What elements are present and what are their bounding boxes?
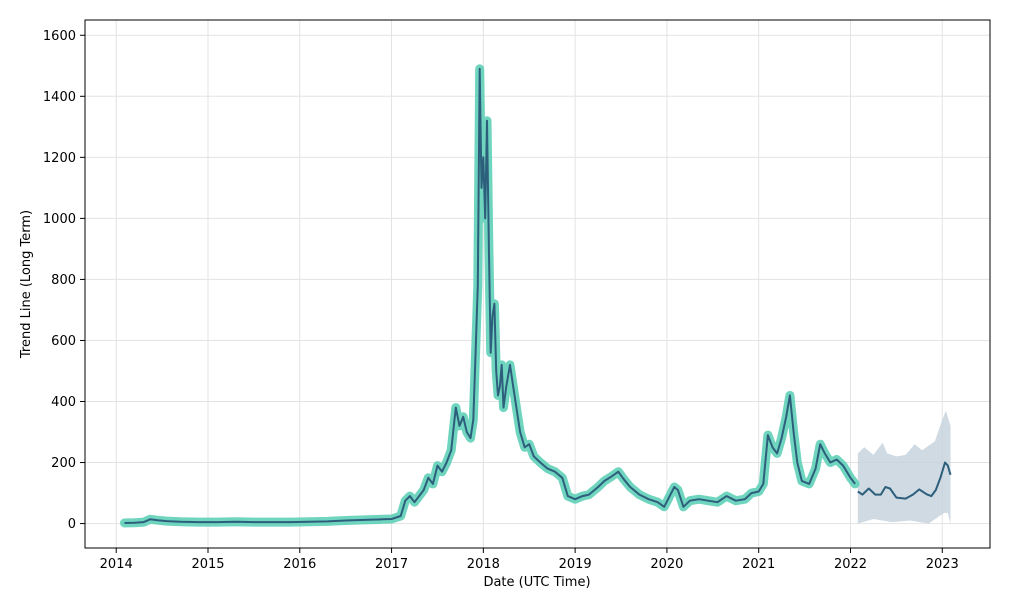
y-tick-label-1600: 1600 <box>43 29 76 44</box>
grid-lines <box>85 20 990 548</box>
x-axis-ticks: 2014 2015 2016 2017 2018 2019 2020 2021 2022 2023 <box>100 548 959 572</box>
y-axis-ticks: 0 200 400 600 800 1000 1200 1400 1600 <box>43 29 85 532</box>
y-tick-label-1200: 1200 <box>43 151 76 166</box>
x-tick-label-2021: 2021 <box>742 557 775 572</box>
y-tick-label-0: 0 <box>68 517 76 532</box>
x-tick-label-2017: 2017 <box>375 557 408 572</box>
x-tick-label-2020: 2020 <box>650 557 683 572</box>
y-axis-title: Trend Line (Long Term) <box>19 210 34 359</box>
y-tick-label-1000: 1000 <box>43 212 76 227</box>
y-tick-label-1400: 1400 <box>43 90 76 105</box>
plot-frame <box>84 19 991 549</box>
x-axis-title: Date (UTC Time) <box>483 575 590 590</box>
forecast-trend <box>857 461 952 500</box>
y-tick-label-600: 600 <box>51 334 76 349</box>
x-tick-label-2016: 2016 <box>283 557 316 572</box>
x-tick-label-2018: 2018 <box>467 557 500 572</box>
x-tick-label-2023: 2023 <box>926 557 959 572</box>
x-tick-label-2019: 2019 <box>559 557 592 572</box>
history-trend-line <box>124 67 856 524</box>
y-tick-label-400: 400 <box>51 395 76 410</box>
y-tick-label-800: 800 <box>51 273 76 288</box>
x-tick-label-2014: 2014 <box>100 557 133 572</box>
history-trend <box>120 64 860 528</box>
y-tick-label-200: 200 <box>51 456 76 471</box>
x-tick-label-2015: 2015 <box>191 557 224 572</box>
forecast-trend-line <box>857 461 952 500</box>
x-tick-label-2022: 2022 <box>834 557 867 572</box>
